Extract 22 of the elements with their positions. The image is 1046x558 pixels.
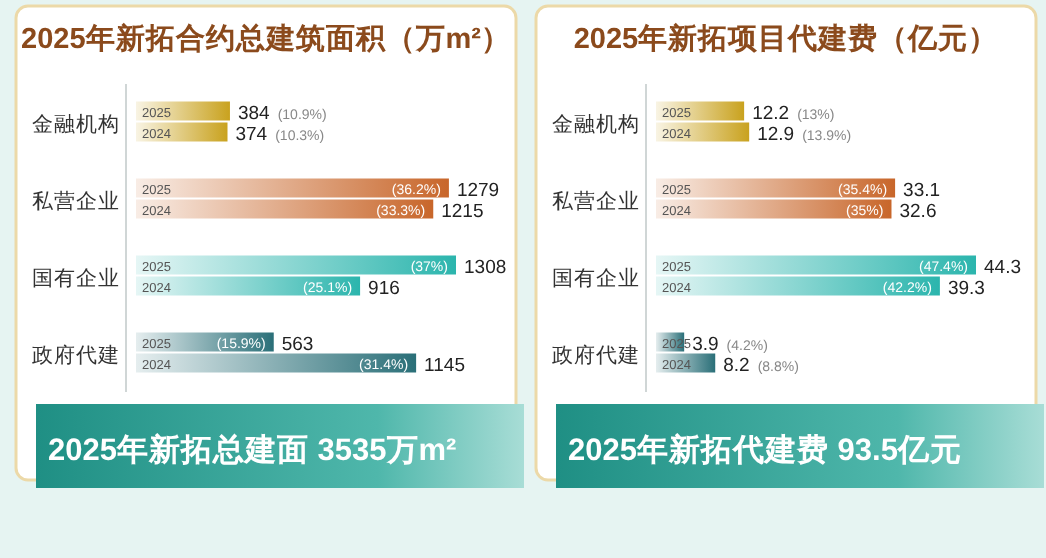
data-label: 1215 (441, 200, 484, 223)
text: 2025年新拓代建费 93.5亿元 (568, 432, 962, 468)
y-tick-label: 私营企业 (552, 187, 640, 214)
data-label: 33.1 (903, 179, 941, 202)
y-tick-label: 政府代建 (32, 341, 120, 368)
chart-title: 2025年新拓项目代建费（亿元） (573, 20, 999, 56)
data-label: 1145 (424, 354, 465, 377)
data-label: 1279 (456, 179, 500, 202)
data-label: 39.3 (947, 277, 985, 300)
chart-title: 2025年新拓合约总建筑面积（万m²） (21, 20, 511, 56)
data-label: 563 (281, 333, 314, 356)
y-tick-label: 国有企业 (32, 264, 120, 291)
data-label: 44.3 (984, 256, 1021, 279)
y-tick-label: 私营企业 (32, 187, 120, 214)
text: 2025年新拓总建面 3535万m² (48, 432, 457, 468)
y-tick-label: 国有企业 (552, 264, 640, 291)
data-label: 32.6 (899, 200, 937, 223)
data-label: 1308 (464, 256, 507, 279)
y-tick-label: 金融机构 (552, 112, 640, 137)
data-label: 916 (368, 277, 400, 300)
y-tick-label: 金融机构 (32, 112, 120, 137)
y-tick-label: 政府代建 (552, 341, 640, 368)
